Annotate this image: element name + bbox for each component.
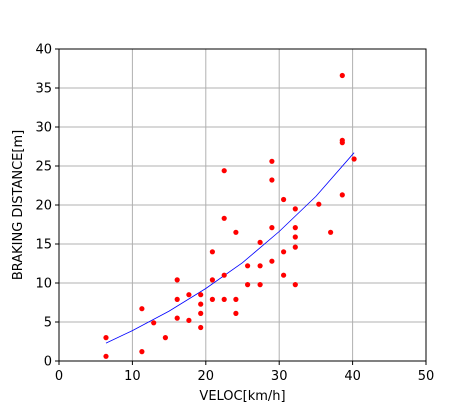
data-point <box>281 196 287 203</box>
data-point <box>221 296 227 302</box>
data-point <box>292 244 298 250</box>
data-point <box>292 225 298 231</box>
data-point <box>186 317 192 323</box>
y-axis-label: BRAKING DISTANCE[m] <box>11 130 26 280</box>
data-points <box>103 72 357 359</box>
y-tick-label: 20 <box>35 199 52 214</box>
data-point <box>139 306 145 312</box>
data-point <box>269 158 275 164</box>
data-point <box>174 296 180 302</box>
data-point <box>257 239 263 245</box>
data-point <box>198 324 204 331</box>
data-point <box>281 272 287 278</box>
x-tick-label: 10 <box>124 369 141 384</box>
data-point <box>103 335 109 341</box>
data-point <box>269 258 275 264</box>
data-point <box>174 315 180 321</box>
data-point <box>198 292 204 298</box>
data-point <box>328 229 334 235</box>
data-point <box>233 229 239 235</box>
data-point <box>269 225 275 231</box>
data-point <box>316 201 322 207</box>
y-tick-label: 10 <box>35 277 52 292</box>
data-point <box>257 282 263 288</box>
fit-curve-layer <box>105 152 355 344</box>
data-point <box>233 310 239 316</box>
y-tick-label: 35 <box>35 82 52 97</box>
data-point <box>245 282 251 288</box>
data-point <box>339 192 345 198</box>
x-axis-label: VELOC[km/h] <box>199 389 285 404</box>
x-tick-label: 40 <box>344 369 361 384</box>
x-tick-label: 30 <box>271 369 288 384</box>
data-point <box>221 215 227 221</box>
grid <box>58 48 427 362</box>
data-point <box>139 349 145 355</box>
y-tick-label: 25 <box>35 160 52 175</box>
data-point <box>257 263 263 269</box>
data-point <box>198 301 204 307</box>
data-point <box>198 310 204 316</box>
y-tick-label: 30 <box>35 121 52 136</box>
data-point <box>186 292 192 298</box>
fit-curve <box>105 152 355 344</box>
data-point <box>351 156 357 162</box>
y-tick-label: 5 <box>44 316 52 331</box>
data-point <box>292 282 298 288</box>
data-point <box>162 335 168 341</box>
data-point <box>292 206 298 212</box>
y-tick-label: 15 <box>35 238 52 253</box>
axis-ticks: 0 10 20 30 40 50 0 5 10 15 20 25 30 35 40 <box>35 43 434 385</box>
data-point <box>339 137 345 143</box>
data-point <box>339 72 345 79</box>
data-point <box>292 234 298 240</box>
y-tick-label: 0 <box>44 355 52 370</box>
data-point <box>233 296 239 302</box>
data-point <box>103 353 109 359</box>
data-point <box>209 277 215 283</box>
data-point <box>174 277 180 283</box>
data-point <box>245 263 251 269</box>
data-point <box>269 177 275 183</box>
x-tick-label: 0 <box>55 369 63 384</box>
x-tick-label: 20 <box>198 369 215 384</box>
data-point <box>281 249 287 255</box>
data-point <box>209 249 215 255</box>
data-point <box>209 296 215 302</box>
data-point <box>221 168 227 174</box>
data-point <box>151 320 157 326</box>
x-tick-label: 50 <box>418 369 435 384</box>
data-point <box>221 272 227 278</box>
y-tick-label: 40 <box>35 43 52 58</box>
